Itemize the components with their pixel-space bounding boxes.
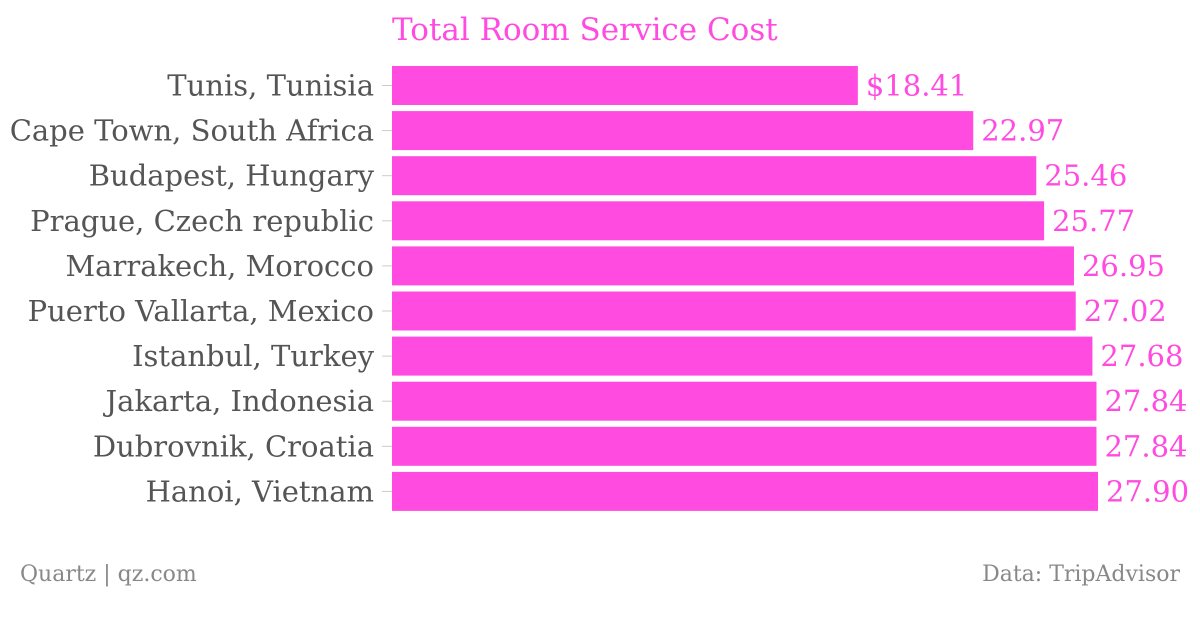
category-label-budapest-hungary: Budapest, Hungary — [89, 159, 375, 193]
value-label-jakarta-indonesia: 27.84 — [1104, 384, 1187, 418]
category-label-prague-czech-republic: Prague, Czech republic — [30, 204, 374, 238]
value-label-budapest-hungary: 25.46 — [1044, 159, 1127, 193]
footer-credit: Quartz | qz.com — [20, 562, 197, 587]
chart-title: Total Room Service Cost — [392, 12, 778, 48]
bar-prague-czech-republic — [392, 201, 1045, 241]
value-label-prague-czech-republic: 25.77 — [1052, 204, 1135, 238]
bar-cape-town-south-africa — [392, 111, 974, 151]
bar-dubrovnik-croatia — [392, 426, 1097, 466]
value-label-istanbul-turkey: 27.68 — [1100, 339, 1183, 373]
category-label-jakarta-indonesia: Jakarta, Indonesia — [103, 384, 374, 418]
value-label-puerto-vallarta-mexico: 27.02 — [1084, 294, 1167, 328]
value-label-hanoi-vietnam: 27.90 — [1106, 474, 1189, 508]
category-label-marrakech-morocco: Marrakech, Morocco — [65, 249, 374, 283]
value-label-cape-town-south-africa: 22.97 — [981, 114, 1064, 148]
bar-marrakech-morocco — [392, 246, 1074, 286]
bar-jakarta-indonesia — [392, 381, 1097, 421]
value-label-tunis-tunisia: $18.41 — [866, 69, 967, 103]
category-label-tunis-tunisia: Tunis, Tunisia — [167, 69, 374, 103]
bar-tunis-tunisia — [392, 66, 858, 105]
footer-source: Data: TripAdvisor — [982, 562, 1180, 587]
category-label-hanoi-vietnam: Hanoi, Vietnam — [146, 474, 374, 508]
bar-puerto-vallarta-mexico — [392, 291, 1076, 331]
value-label-marrakech-morocco: 26.95 — [1082, 249, 1165, 283]
bar-istanbul-turkey — [392, 336, 1093, 376]
category-label-istanbul-turkey: Istanbul, Turkey — [132, 339, 375, 373]
bar-budapest-hungary — [392, 156, 1037, 196]
value-label-dubrovnik-croatia: 27.84 — [1104, 429, 1187, 463]
bar-hanoi-vietnam — [392, 471, 1098, 511]
category-label-puerto-vallarta-mexico: Puerto Vallarta, Mexico — [28, 294, 374, 328]
category-label-dubrovnik-croatia: Dubrovnik, Croatia — [93, 429, 374, 463]
category-label-cape-town-south-africa: Cape Town, South Africa — [10, 114, 374, 148]
